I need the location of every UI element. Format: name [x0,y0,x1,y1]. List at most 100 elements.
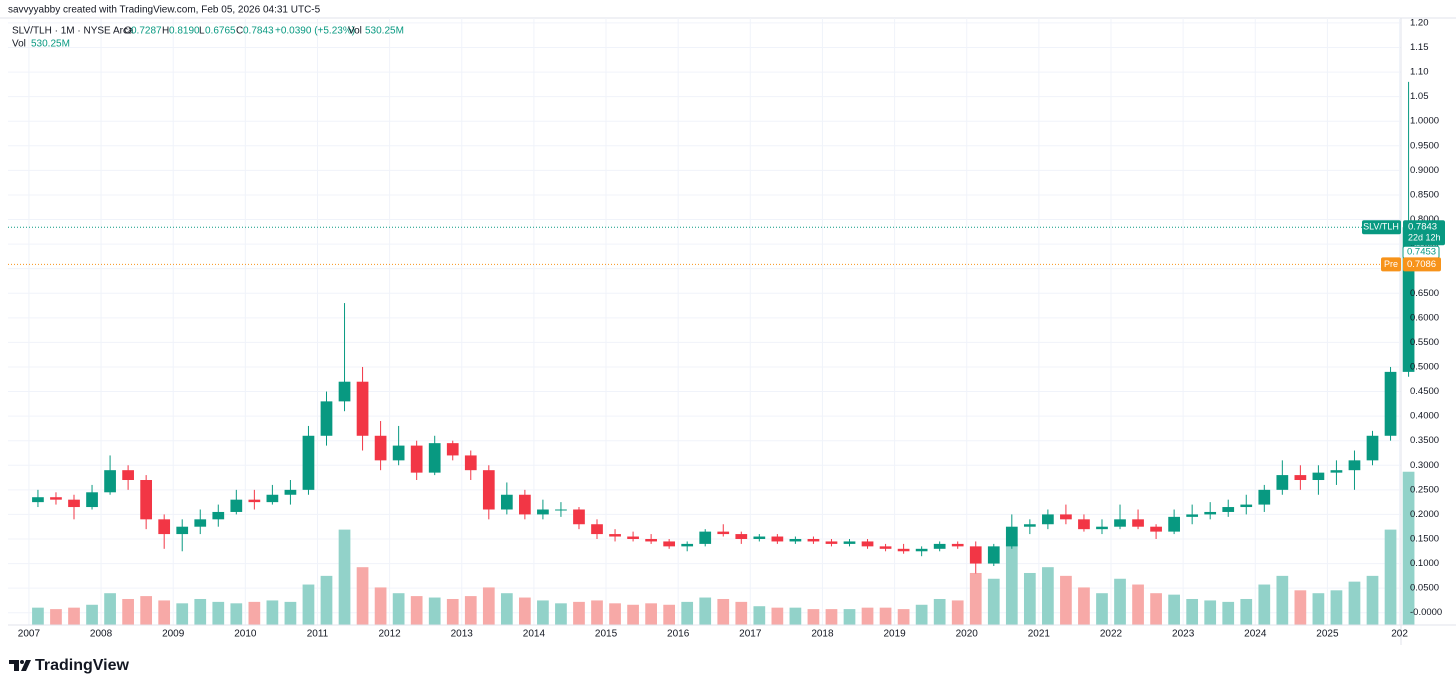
brand-logo [9,660,31,671]
candle-body [50,497,62,500]
high-value: 0.8190 [169,26,200,37]
volume-bar [789,607,802,625]
candle-body [374,435,387,461]
volume-pane-label: Vol [12,39,26,50]
x-tick-label: 2013 [451,629,474,640]
plot [8,18,1415,625]
candle-body [573,509,585,525]
y-tick-label: 0.2000 [1410,509,1439,520]
volume-bar [609,603,621,625]
candle-body [1384,371,1397,436]
volume-bar [464,596,477,625]
candle-body [302,435,315,490]
candle-body [681,543,694,547]
candle-body [1258,489,1271,505]
candle-body [158,519,171,535]
brand: TradingView [9,657,130,674]
candle-body [717,531,730,535]
candle-body [68,499,80,508]
volume-bar [32,607,44,625]
candle-body [735,534,748,539]
x-tick-label: 2022 [1100,629,1123,640]
premarket-box [1403,257,1441,272]
y-tick-label: 0.8000 [1410,214,1439,225]
candle-body [266,494,279,503]
brand-name: TradingView [35,657,130,674]
volume-value: 530.25M [365,26,404,37]
candle-body [987,546,1000,564]
volume-bar [717,598,730,625]
volume-bar [284,601,297,625]
volume-bar [158,600,171,625]
volume-bar [1150,593,1162,625]
candle-body [843,541,856,544]
y-tick-label: 0.5000 [1410,361,1439,372]
last-price-name: SLV/TLH [1363,222,1399,232]
candle-body [1366,435,1379,461]
candle-body [1240,504,1253,508]
x-tick-label: 2017 [739,629,762,640]
volume-bar [482,587,495,625]
volume-bar [1078,587,1090,625]
candle-body [248,499,261,503]
volume-bar [356,567,369,625]
x-tick-label: 2020 [956,629,979,640]
x-tick-label: 2025 [1316,629,1339,640]
candle-body [771,536,784,542]
candle-body [320,401,333,436]
volume-bar [735,601,748,625]
x-tick-label: 2014 [523,629,546,640]
y-tick-label: 0.6500 [1410,288,1439,299]
volume-bar [825,609,838,625]
candle-body [699,531,712,544]
candle-body [1023,524,1036,527]
y-tick-label: 1.05 [1410,91,1429,102]
x-tick-label: 2021 [1028,629,1051,640]
y-tick-label: 0.4000 [1410,411,1439,422]
candle-body [627,536,639,539]
y-tick-label: 0.6000 [1410,312,1439,323]
y-tick-label: 0.4500 [1410,386,1439,397]
y-tick-label: 1.15 [1410,42,1429,53]
candle-body [500,494,513,510]
premarket-name-box [1381,257,1401,272]
candle-body [537,509,549,515]
brand-logo-dot [20,660,24,664]
volume-bar [1258,584,1271,625]
x-tick-label: 2008 [90,629,113,640]
candle-body [555,509,567,511]
y-tick-label: 0.5500 [1410,337,1439,348]
y-tick-label: 0.0500 [1410,583,1439,594]
volume-bar [248,601,261,625]
y-tick-label: 0.1500 [1410,534,1439,545]
premarket-name: Pre [1384,259,1398,269]
volume-bar [1168,594,1180,625]
y-tick-label: 1.0000 [1410,116,1439,127]
volume-bar [1222,601,1235,625]
volume-bar [302,584,315,625]
volume-bar [699,597,712,625]
candle-body [1042,514,1054,525]
change: +0.0390 (+5.23%) [275,26,355,37]
volume-bar [104,593,116,625]
volume-bar [987,578,1000,625]
candle-body [1060,514,1072,520]
candle-body [519,494,531,515]
candle-body [1005,526,1018,547]
candle-body [1168,516,1180,532]
y-tick-label: 0.1000 [1410,558,1439,569]
y-tick-label: 0.3500 [1410,435,1439,446]
candle-body [86,492,98,508]
volume-bar [915,604,928,625]
candle-body [915,548,928,552]
candle-body [392,445,405,461]
x-tick-label: 2016 [667,629,690,640]
y-tick-label: -0.0000 [1410,607,1442,618]
candle-body [1402,227,1415,372]
y-tick-label: 0.3000 [1410,460,1439,471]
previous-value: 0.7453 [1407,247,1436,258]
close-label: C [236,26,243,37]
last-price-box [1403,220,1445,246]
low-value: 0.6765 [205,26,236,37]
